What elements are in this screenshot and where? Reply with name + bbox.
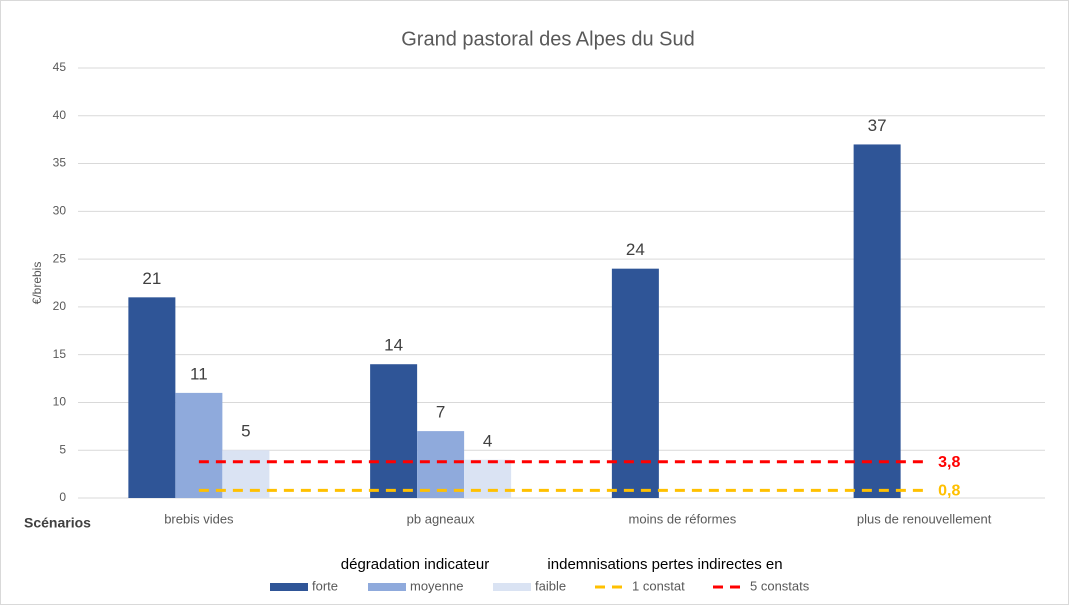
y-tick-label: 30 [53, 204, 67, 218]
legend-label: forte [312, 578, 338, 593]
legend-heading: indemnisations pertes indirectes en [547, 556, 782, 573]
legend-heading: dégradation indicateur [341, 556, 489, 573]
data-label: 11 [190, 364, 208, 383]
legend-label: 1 constat [632, 578, 685, 593]
x-tick-label: pb agneaux [407, 511, 475, 526]
y-tick-label: 20 [53, 299, 67, 313]
x-axis-label: Scénarios [24, 515, 91, 531]
data-label: 3,8 [938, 454, 960, 471]
bar [175, 392, 223, 498]
y-tick-label: 40 [53, 108, 67, 122]
legend-swatch [368, 583, 406, 591]
data-label: 7 [436, 403, 445, 422]
x-tick-label: moins de réformes [629, 511, 737, 526]
bar [853, 144, 901, 498]
bar [611, 268, 659, 498]
chart-title: Grand pastoral des Alpes du Sud [401, 28, 695, 50]
y-tick-label: 10 [53, 395, 67, 409]
bar [417, 431, 465, 498]
legend-label: moyenne [410, 578, 463, 593]
x-tick-label: brebis vides [164, 511, 234, 526]
legend-swatch [493, 583, 531, 591]
bar [370, 364, 418, 498]
legend-label: 5 constats [750, 578, 810, 593]
data-label: 14 [384, 336, 403, 355]
y-tick-label: 5 [59, 442, 66, 456]
y-tick-label: 0 [59, 490, 66, 504]
y-axis-label: €/brebis [30, 262, 44, 305]
data-label: 21 [142, 269, 161, 288]
data-label: 4 [483, 431, 492, 450]
bar [464, 459, 512, 498]
y-tick-label: 15 [53, 347, 67, 361]
legend-swatch [270, 583, 308, 591]
x-tick-label: plus de renouvellement [857, 511, 992, 526]
y-tick-label: 45 [53, 60, 67, 74]
data-label: 37 [868, 116, 887, 135]
data-label: 24 [626, 240, 645, 259]
data-label: 5 [241, 422, 250, 441]
bar [222, 450, 270, 498]
legend-label: faible [535, 578, 566, 593]
data-label: 0,8 [938, 483, 960, 500]
bar [128, 297, 176, 498]
y-tick-label: 25 [53, 251, 67, 265]
y-tick-label: 35 [53, 156, 67, 170]
